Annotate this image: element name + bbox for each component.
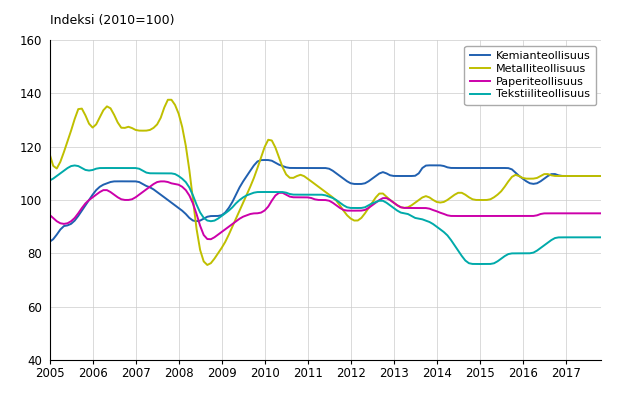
Kemianteollisuus bbox=[497, 166, 505, 170]
Paperiteollisuus bbox=[46, 212, 53, 217]
Paperiteollisuus bbox=[283, 192, 290, 197]
Tekstiiliteollisuus bbox=[379, 198, 387, 203]
Paperiteollisuus bbox=[261, 208, 268, 213]
Kemianteollisuus bbox=[433, 163, 440, 168]
Kemianteollisuus bbox=[601, 174, 609, 178]
Kemianteollisuus bbox=[254, 159, 261, 164]
Metalliteollisuus bbox=[601, 174, 609, 178]
Legend: Kemianteollisuus, Metalliteollisuus, Paperiteollisuus, Tekstiiliteollisuus: Kemianteollisuus, Metalliteollisuus, Pap… bbox=[464, 46, 596, 105]
Paperiteollisuus bbox=[501, 214, 508, 218]
Line: Kemianteollisuus: Kemianteollisuus bbox=[50, 160, 605, 242]
Tekstiiliteollisuus bbox=[279, 190, 286, 194]
Metalliteollisuus bbox=[203, 262, 211, 267]
Kemianteollisuus bbox=[185, 216, 193, 220]
Metalliteollisuus bbox=[189, 198, 197, 202]
Tekstiiliteollisuus bbox=[46, 178, 53, 183]
Paperiteollisuus bbox=[601, 211, 609, 216]
Line: Paperiteollisuus: Paperiteollisuus bbox=[50, 181, 605, 239]
Metalliteollisuus bbox=[168, 97, 175, 102]
Line: Metalliteollisuus: Metalliteollisuus bbox=[50, 100, 605, 265]
Paperiteollisuus bbox=[207, 237, 215, 242]
Paperiteollisuus bbox=[383, 196, 390, 200]
Text: Indeksi (2010=100): Indeksi (2010=100) bbox=[50, 14, 174, 27]
Tekstiiliteollisuus bbox=[257, 190, 265, 194]
Tekstiiliteollisuus bbox=[476, 262, 484, 266]
Kemianteollisuus bbox=[379, 170, 387, 174]
Paperiteollisuus bbox=[436, 210, 444, 215]
Metalliteollisuus bbox=[501, 184, 508, 189]
Tekstiiliteollisuus bbox=[71, 163, 78, 168]
Tekstiiliteollisuus bbox=[501, 254, 508, 258]
Paperiteollisuus bbox=[161, 179, 168, 184]
Kemianteollisuus bbox=[279, 164, 286, 168]
Metalliteollisuus bbox=[261, 144, 268, 149]
Metalliteollisuus bbox=[383, 194, 390, 199]
Paperiteollisuus bbox=[189, 201, 197, 206]
Line: Tekstiiliteollisuus: Tekstiiliteollisuus bbox=[50, 166, 605, 264]
Metalliteollisuus bbox=[283, 172, 290, 177]
Tekstiiliteollisuus bbox=[433, 224, 440, 229]
Metalliteollisuus bbox=[46, 152, 53, 156]
Kemianteollisuus bbox=[261, 158, 268, 162]
Tekstiiliteollisuus bbox=[189, 193, 197, 198]
Tekstiiliteollisuus bbox=[601, 235, 609, 240]
Kemianteollisuus bbox=[46, 240, 53, 244]
Metalliteollisuus bbox=[436, 200, 444, 205]
